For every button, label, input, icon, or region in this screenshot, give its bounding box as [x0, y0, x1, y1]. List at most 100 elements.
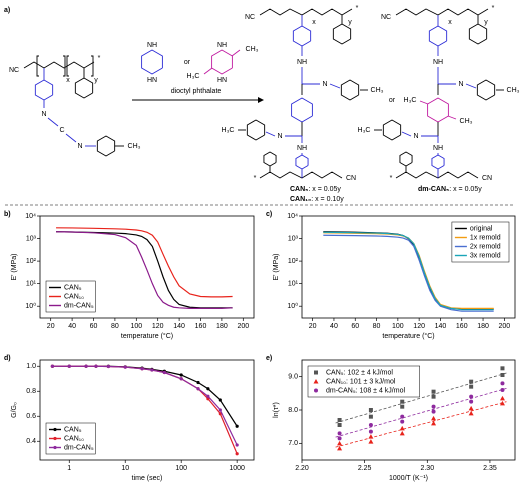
x-tick-label: 40	[330, 323, 338, 330]
panel-label: d)	[4, 355, 11, 362]
x-axis-label: temperature (°C)	[382, 332, 434, 340]
ring	[468, 23, 488, 45]
point	[337, 440, 343, 446]
ring	[431, 154, 445, 170]
y-tick-label: 0.6	[26, 413, 36, 420]
x-tick-label: 180	[216, 323, 228, 330]
point	[140, 367, 144, 371]
point	[500, 388, 505, 392]
point	[235, 424, 239, 428]
ring	[427, 97, 449, 123]
y-tick-label: 9.0	[288, 374, 298, 381]
bond	[65, 133, 77, 143]
bond	[419, 100, 429, 105]
chem-text: NH	[217, 42, 227, 49]
chem-text: dioctyl phthalate	[171, 88, 222, 95]
chem-text: CN	[482, 175, 492, 182]
point	[400, 414, 405, 419]
point	[337, 436, 342, 441]
point	[368, 423, 373, 427]
series-line	[56, 227, 233, 298]
chem-text: H₃C	[187, 73, 200, 80]
y-axis-label: G/G₀	[11, 402, 18, 418]
chem-text: y	[484, 19, 488, 26]
product-condition: : x = 0.10y	[311, 196, 344, 203]
chem-text: *	[356, 5, 359, 12]
chem-text: CH₃	[371, 87, 384, 94]
bond	[395, 8, 489, 16]
chem-text: NC	[381, 14, 391, 21]
y-tick-label: 10³	[26, 235, 37, 242]
x-tick-label: 2.35	[483, 465, 497, 472]
series-line	[323, 231, 494, 311]
ring	[428, 25, 448, 47]
x-tick-label: 80	[111, 323, 119, 330]
x-tick-label: 60	[351, 323, 359, 330]
legend-label: CAN₅: 102 ± 4 kJ/mol	[326, 369, 393, 376]
bond	[47, 117, 59, 127]
y-axis-label: E' (MPa)	[273, 253, 280, 280]
point	[431, 404, 436, 409]
bond	[91, 55, 94, 77]
bond	[36, 55, 39, 77]
chem-text: *	[390, 175, 393, 182]
point	[431, 409, 436, 414]
point	[400, 399, 405, 404]
chem-text: H₃C	[404, 97, 417, 104]
chem-text: y	[348, 19, 352, 26]
point	[313, 379, 319, 384]
chem-text: NH	[297, 59, 307, 66]
y-tick-label: 10²	[26, 258, 37, 265]
chem-text: or	[184, 59, 191, 66]
series-line	[323, 234, 494, 312]
ring	[211, 49, 233, 75]
chem-text: NC	[245, 14, 255, 21]
point	[468, 410, 474, 416]
y-tick-label: 10³	[288, 235, 299, 242]
product-label: CAN₁₀: x = 0.10y	[290, 196, 344, 203]
point	[469, 399, 474, 404]
x-tick-label: 140	[173, 323, 185, 330]
chem-text: NH	[147, 42, 157, 49]
y-tick-label: 0.8	[26, 388, 36, 395]
series-line	[52, 365, 238, 446]
point	[162, 370, 166, 375]
point	[368, 414, 373, 419]
bond	[259, 171, 343, 179]
x-axis-label: 1000/T (K⁻¹)	[389, 475, 428, 482]
ring	[332, 23, 352, 45]
bond	[63, 55, 66, 77]
product-condition: : x = 0.05y	[449, 186, 482, 193]
panel-label: e)	[266, 355, 272, 362]
point	[67, 364, 71, 368]
chem-text: N	[458, 81, 463, 88]
chem-text: *	[98, 55, 101, 62]
point	[314, 388, 318, 393]
point	[50, 364, 55, 368]
chem-text: NC	[9, 67, 19, 74]
x-tick-label: 100	[392, 323, 404, 330]
chem-text: N	[322, 81, 327, 88]
bond	[23, 61, 95, 69]
x-tick-label: 200	[237, 323, 249, 330]
chem-text: HN	[147, 77, 157, 84]
x-tick-label: 100	[130, 323, 142, 330]
product-label: dm-CAN₅: x = 0.05y	[418, 186, 482, 193]
chem-text: x	[448, 19, 452, 26]
point	[314, 370, 318, 375]
point	[196, 387, 200, 391]
y-tick-label: 10¹	[26, 280, 37, 287]
point	[235, 452, 239, 456]
x-tick-label: 10	[121, 465, 129, 472]
legend-label: CAN₁₀: 101 ± 3 kJ/mol	[326, 378, 396, 385]
ring	[246, 119, 266, 141]
point	[368, 408, 373, 412]
point	[469, 384, 474, 389]
legend-label: dm-CAN₅	[64, 444, 94, 451]
point	[337, 445, 343, 451]
point	[431, 420, 437, 426]
y-tick-label: 7.0	[288, 440, 298, 447]
x-tick-label: 100	[175, 465, 187, 472]
y-axis-label: E' (MPa)	[11, 253, 18, 280]
ring	[141, 49, 163, 75]
